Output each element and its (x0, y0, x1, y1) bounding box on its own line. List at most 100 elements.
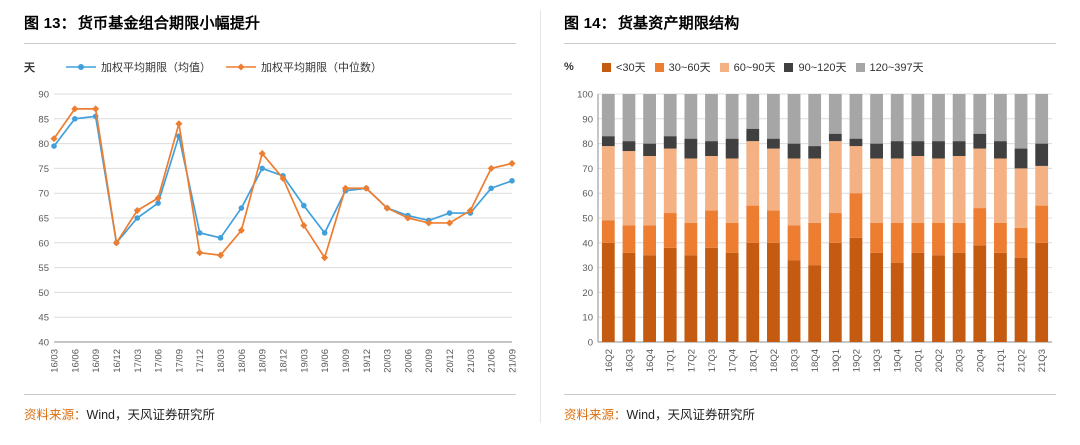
bar-segment (1035, 94, 1049, 144)
x-tick-label: 18Q4 (810, 349, 821, 372)
legend-label: 120~397天 (869, 62, 924, 74)
data-point (488, 185, 494, 192)
x-tick-label: 19/12 (362, 349, 373, 373)
data-point (508, 159, 516, 167)
legend-label: 加权平均期限（均值） (101, 62, 211, 74)
bar-segment (808, 222, 822, 266)
bar-segment (622, 94, 636, 142)
x-tick-label: 20Q3 (955, 349, 966, 372)
y-tick-label: 40 (582, 238, 593, 249)
bar-segment (787, 260, 801, 342)
bar-segment (952, 252, 966, 342)
data-point (446, 219, 454, 227)
bar-segment (684, 255, 698, 342)
data-point (487, 164, 495, 172)
figure-13-caption: 货币基金组合期限小幅提升 (77, 15, 261, 32)
figure-14-title: 图 14： 货基资产期限结构 (564, 10, 1056, 43)
bar-segment (787, 225, 801, 261)
x-tick-label: 20Q4 (975, 349, 986, 372)
legend-label: <30天 (616, 62, 646, 74)
bar-segment (622, 252, 636, 342)
data-point (404, 214, 412, 222)
bar-segment (828, 94, 842, 134)
bar-segment (767, 210, 780, 243)
y-tick-label: 70 (582, 164, 593, 175)
x-tick-label: 19/06 (320, 349, 331, 373)
legend-item: 90~120天 (784, 59, 847, 75)
y-tick-label: 90 (582, 114, 593, 125)
legend-item: 加权平均期限（均值） (66, 59, 211, 75)
bar-segment (787, 94, 801, 144)
chart-header: % <30天 30~60天 60~90天 90~120天 120~397天 (564, 58, 1056, 76)
legend-label: 加权平均期限（中位数） (261, 62, 382, 74)
bar-segment (787, 143, 801, 159)
data-point (196, 230, 203, 236)
bar-segment (746, 205, 760, 243)
bar-segment (952, 141, 966, 156)
x-tick-label: 21/06 (487, 349, 498, 373)
legend-swatch-icon (719, 62, 729, 72)
legend-swatch-icon (602, 62, 611, 72)
title-divider (24, 43, 516, 44)
x-tick-label: 17Q2 (686, 349, 697, 372)
bar-segment (663, 94, 677, 137)
data-point (112, 239, 120, 247)
x-tick-label: 16/12 (112, 349, 123, 373)
legend-item: 120~397天 (855, 59, 924, 75)
source-note: 资料来源：Wind，天风证券研究所 (564, 395, 1056, 423)
y-tick-label: 85 (38, 114, 49, 125)
bar-segment (1035, 242, 1049, 342)
figure-14-panel: 图 14： 货基资产期限结构 % <30天 30~60天 60~90天 90~120天 1… (540, 10, 1080, 423)
bar-segment (952, 156, 966, 223)
bar-segment (746, 94, 760, 129)
x-tick-label: 16Q4 (645, 349, 656, 372)
legend-item: <30天 (602, 59, 646, 75)
bar-segment (870, 158, 883, 223)
x-tick-label: 16/03 (50, 349, 61, 373)
x-tick-label: 21Q2 (1017, 349, 1028, 372)
x-tick-label: 21Q1 (996, 349, 1007, 372)
x-tick-label: 17/09 (174, 349, 185, 373)
x-tick-label: 21/03 (466, 349, 477, 373)
bar-segment (994, 252, 1007, 342)
bar-segment (911, 156, 925, 223)
bar-segment (973, 208, 987, 246)
y-tick-label: 10 (582, 313, 593, 324)
y-tick-label: 30 (582, 263, 593, 274)
x-tick-label: 16/06 (70, 349, 81, 373)
y-tick-label: 50 (38, 288, 49, 299)
bar-segment (622, 225, 636, 253)
bar-segment (1014, 257, 1028, 342)
bar-segment (870, 222, 883, 253)
data-point (217, 251, 225, 259)
bar-segment (828, 242, 842, 342)
x-tick-label: 18/03 (216, 349, 227, 373)
x-tick-label: 16/09 (91, 349, 102, 373)
x-tick-label: 20/06 (403, 349, 414, 373)
y-tick-label: 40 (38, 338, 49, 349)
bar-segment (973, 148, 987, 209)
data-point (466, 207, 474, 215)
bar-segment (725, 94, 739, 139)
bar-segment (767, 94, 780, 139)
data-point (92, 105, 100, 113)
bar-segment (684, 94, 698, 139)
x-tick-label: 17Q1 (666, 349, 677, 372)
bar-segment (643, 225, 656, 256)
bar-segment (1035, 205, 1049, 243)
bar-segment (1035, 143, 1049, 166)
bar-segment (725, 222, 739, 253)
x-tick-label: 16Q2 (604, 349, 615, 372)
bar-segment (705, 156, 718, 211)
data-point (279, 174, 287, 182)
bar-segment (932, 141, 945, 159)
report-figures-page: 图 13： 货币基金组合期限小幅提升 天 加权平均期限（均值） 加权平均期限（中位数… (24, 10, 1080, 423)
data-point (362, 184, 370, 192)
bar-segment (890, 141, 904, 159)
source-label: 资料来源： (24, 408, 87, 422)
y-tick-label: 60 (38, 238, 49, 249)
x-tick-label: 18/12 (279, 349, 290, 373)
x-tick-label: 18Q1 (748, 349, 759, 372)
bar-segment (994, 94, 1007, 142)
data-point (258, 149, 266, 158)
